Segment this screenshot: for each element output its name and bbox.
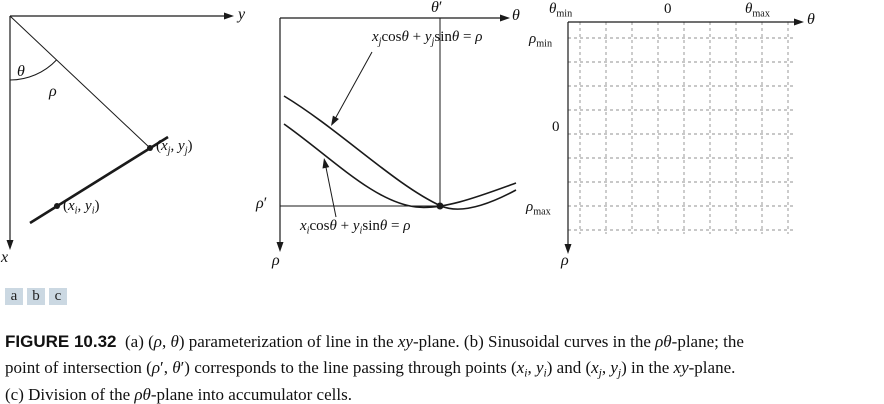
a-point-j-dot	[147, 145, 153, 151]
panel-c-theta-axis-label: θ	[807, 11, 815, 28]
panel-a-drawing	[6, 12, 234, 250]
panel-b-equation-i-label: xicosθ + yisinθ = ρ	[300, 218, 411, 237]
b-eq-j-pointer-line	[334, 51, 373, 120]
panel-b-theta-prime-label: θ′	[431, 0, 443, 16]
a-rho-normal-line	[9, 15, 151, 149]
panel-c-theta-max-label: θmax	[745, 1, 770, 20]
diagram-svg	[6, 12, 804, 254]
c-rho-axis-arrowhead	[564, 244, 572, 254]
subfig-labels: a b c	[5, 288, 67, 305]
panel-c-grid	[568, 22, 796, 234]
panel-b-rho-prime-label: ρ′	[256, 195, 268, 212]
panel-b-rho-axis-label: ρ	[272, 252, 280, 269]
c-theta-axis-arrowhead	[794, 18, 804, 26]
subfig-label-b: b	[27, 288, 45, 305]
b-eq-i-pointer-arrowhead	[322, 158, 330, 169]
panel-b-theta-axis-label: θ	[512, 7, 520, 24]
panel-c-zero-top-label: 0	[664, 1, 672, 17]
b-eq-j-pointer-arrowhead	[331, 115, 339, 126]
b-sinusoid-j-curve	[283, 95, 517, 210]
panel-c-zero-left-label: 0	[552, 119, 560, 135]
panel-c-rho-max-label: ρmax	[526, 199, 551, 218]
panel-c-rho-axis-label: ρ	[561, 252, 569, 269]
panel-b-drawing	[276, 14, 517, 252]
panel-a-point-i-label: (xi, yi)	[63, 198, 100, 217]
b-intersection-dot	[436, 202, 444, 210]
a-point-i-dot	[54, 203, 60, 209]
panel-a-point-j-label: (xj, yj)	[156, 138, 193, 157]
panel-b-equation-j-label: xjcosθ + yjsinθ = ρ	[372, 29, 483, 48]
panel-a-theta-label: θ	[17, 63, 25, 80]
a-y-axis-arrowhead	[224, 12, 234, 20]
panel-a-x-axis-label: x	[1, 249, 9, 266]
panel-a-y-axis-label: y	[238, 6, 246, 23]
a-line-through-points	[29, 135, 169, 225]
a-theta-arc	[9, 59, 57, 81]
diagram-area: y x θ ρ (xi, yi) (xj, yj) θ′ θ ρ ρ′ xjco…	[1, 0, 815, 269]
b-eq-i-pointer-line	[325, 164, 337, 218]
panel-c-theta-min-label: θmin	[549, 1, 573, 20]
panel-a-rho-label: ρ	[49, 83, 57, 100]
b-theta-axis-arrowhead	[500, 14, 510, 22]
a-x-axis-arrowhead	[6, 240, 14, 250]
panel-c-axes	[564, 18, 804, 254]
b-rho-axis-arrowhead	[276, 242, 284, 252]
b-sinusoid-i-curve	[283, 123, 517, 209]
subfig-label-a: a	[5, 288, 23, 305]
figure-caption: FIGURE 10.32 (a) (ρ, θ) parameterization…	[5, 332, 744, 404]
subfig-label-c: c	[49, 288, 67, 305]
panel-c-rho-min-label: ρmin	[529, 31, 553, 50]
